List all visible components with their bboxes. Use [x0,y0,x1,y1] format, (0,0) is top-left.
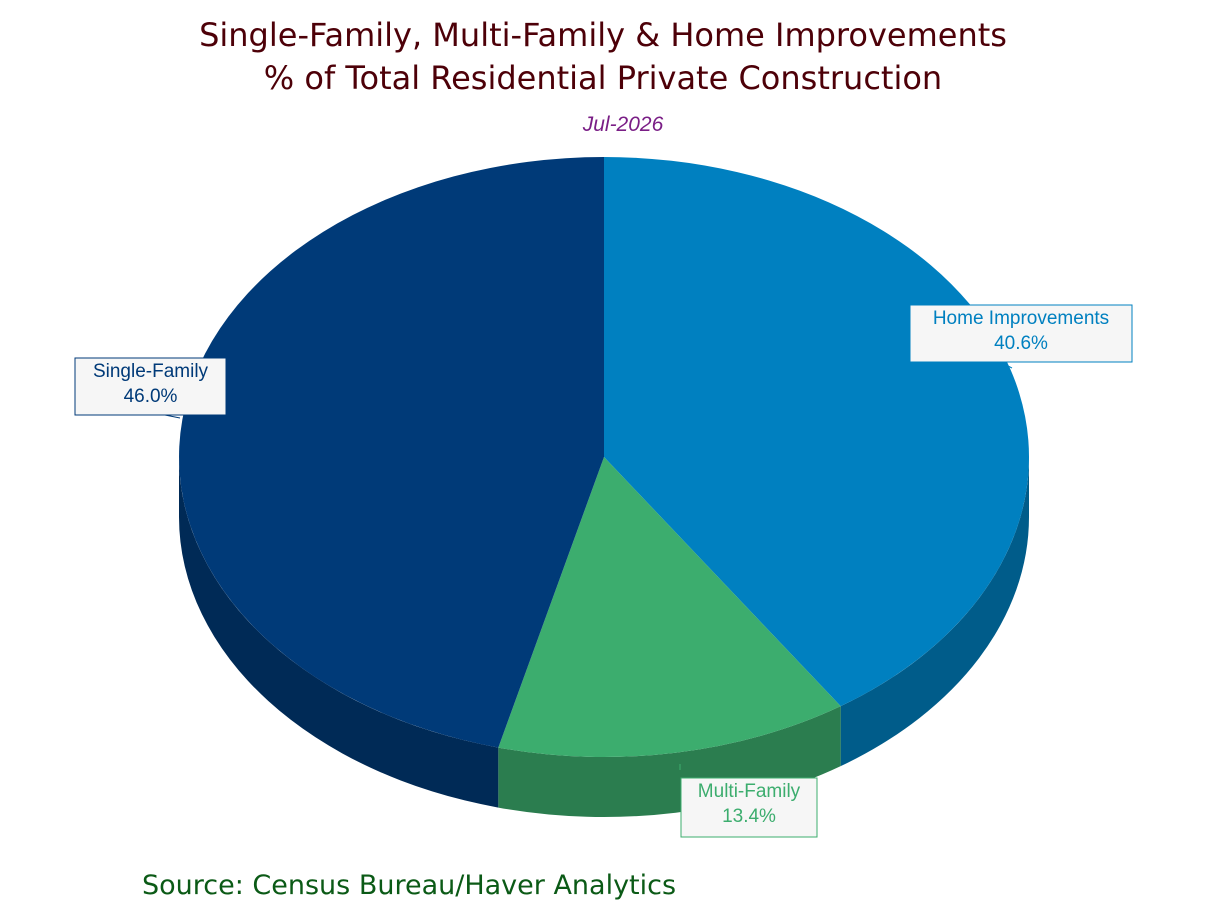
data-label: Multi-Family 13.4% [679,764,818,838]
data-label: Single-Family 46.0% [74,357,227,419]
label-name: Home Improvements [933,308,1109,329]
label-name: Multi-Family [698,781,801,802]
label-box [74,357,227,416]
slice [498,457,841,757]
leader-line [999,361,1013,369]
label-value: 13.4% [722,806,776,827]
label-box [680,777,818,838]
label-value: 40.6% [994,333,1048,354]
label-value: 46.0% [124,386,178,407]
source-note: Source: Census Bureau/Haver Analytics [142,870,676,901]
slice-side [840,457,1030,767]
label-box [909,304,1133,363]
chart-subtitle: Jul-2026 [582,113,664,136]
label-name: Single-Family [93,361,209,382]
slice [604,157,1030,707]
slice [179,157,604,748]
slice-side [179,457,499,808]
data-label: Home Improvements 40.6% [909,304,1133,369]
chart-title: % of Total Residential Private Construct… [264,59,942,97]
chart-title: Single-Family, Multi-Family & Home Impro… [199,16,1007,54]
